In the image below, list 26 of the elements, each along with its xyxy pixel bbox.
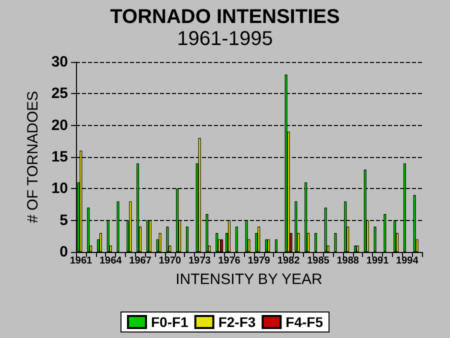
y-tick-label: 0 [60,244,68,260]
x-tick-label: 1988 [336,256,360,266]
y-tick-label: 15 [51,148,68,166]
x-tick-label: 1994 [396,256,419,266]
x-tick-label: 1967 [129,256,152,266]
x-axis-title: INTENSITY BY YEAR [176,271,323,288]
chart-subtitle: 1961-1995 [177,28,273,50]
chart-title: TORNADO INTENSITIES [110,6,340,28]
legend-label: F0-F1 [150,314,189,330]
x-tick-label: 1982 [277,256,300,266]
y-tick-label: 30 [51,54,68,70]
y-tick-label: 20 [51,116,68,134]
x-tick-label: 1964 [99,256,122,266]
x-tick-label: 1991 [366,256,390,266]
y-tick-label: 5 [60,212,68,229]
x-tick-label: 1976 [218,256,241,266]
legend-label: F2-F3 [218,314,256,330]
x-tick-label: 1979 [248,256,270,266]
x-tick-label: 1961 [70,256,92,266]
legend-label: F4-F5 [286,314,324,330]
x-tick-label: 1985 [307,256,330,266]
y-axis-title: # OF TORNADOES [24,91,42,223]
y-tick-label: 10 [51,180,68,198]
y-tick-label: 25 [51,85,68,102]
x-tick-label: 1973 [188,256,212,266]
x-tick-label: 1970 [158,256,182,266]
